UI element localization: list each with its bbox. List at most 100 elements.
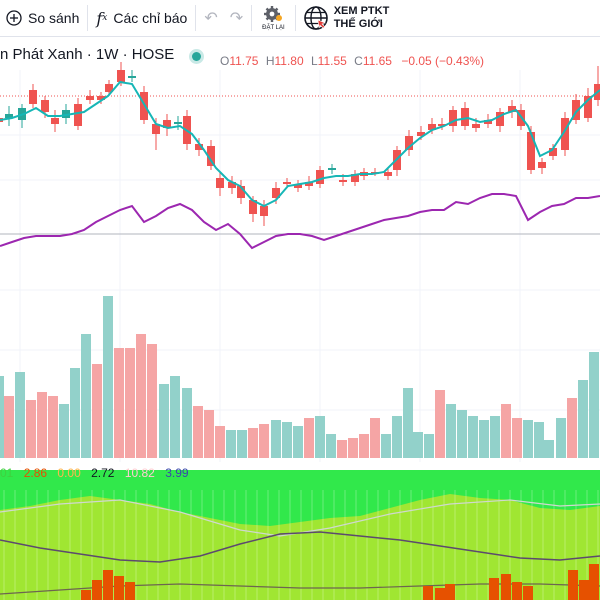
volume-bar	[15, 372, 25, 458]
candle-body	[228, 182, 236, 188]
indicator-pane	[0, 470, 600, 600]
candle-body	[405, 136, 413, 150]
volume-bar	[215, 426, 225, 458]
undo-button[interactable]: ↶	[198, 0, 223, 36]
indicator-histogram-bar	[81, 590, 91, 600]
candle-body	[237, 186, 245, 198]
redo-icon: ↷	[229, 10, 244, 27]
volume-bar	[193, 406, 203, 458]
toolbar-divider	[195, 5, 197, 31]
indicator-histogram-bar	[489, 578, 499, 600]
volume-bar	[381, 434, 391, 458]
volume-bar	[248, 428, 258, 458]
indicator-histogram-bar	[501, 574, 511, 600]
undo-icon: ↶	[204, 10, 218, 27]
candle-body	[117, 70, 125, 82]
candle-body	[207, 146, 215, 166]
volume-bar	[70, 368, 80, 458]
volume-bar	[403, 388, 413, 458]
candle-body	[461, 108, 469, 126]
indicator-histogram-bar	[92, 580, 102, 600]
toolbar-divider	[294, 5, 296, 31]
candle-body	[496, 112, 504, 126]
volume-bar	[48, 396, 58, 458]
volume-bar	[435, 390, 445, 458]
volume-bar	[392, 416, 402, 458]
volume-bar	[114, 348, 124, 458]
candle-body	[527, 132, 535, 170]
candle-body	[5, 114, 13, 118]
volume-bar	[337, 440, 347, 458]
volume-bar	[446, 404, 456, 458]
symbol-legend: n Phát Xanh · 1W · HOSE O11.75 H11.80 L1…	[0, 46, 485, 68]
volume-bar	[304, 418, 314, 458]
candle-body	[561, 118, 569, 150]
indicators-label: Các chỉ báo	[113, 10, 188, 26]
candle-body	[283, 182, 291, 184]
market-status-dot[interactable]	[192, 52, 201, 61]
indicator-main-line	[0, 531, 600, 563]
volume-bar	[534, 422, 544, 458]
candle-body	[216, 178, 224, 188]
volume-bar	[567, 398, 577, 458]
compare-label: So sánh	[28, 10, 80, 26]
volume-bar	[326, 434, 336, 458]
candle-body	[152, 124, 160, 134]
volume-bar	[501, 404, 511, 458]
world-ta-line1: XEM PTKT	[333, 5, 390, 17]
world-ta-line2: THẾ GIỚI	[333, 18, 383, 30]
volume-bar	[457, 410, 467, 458]
volume-bar	[81, 334, 91, 458]
indicator-value: 2.72	[91, 466, 115, 480]
volume-bar	[271, 420, 281, 458]
volume-bar	[315, 416, 325, 458]
volume-bar	[0, 376, 4, 458]
price-chart[interactable]	[0, 36, 600, 600]
volume-bar	[413, 432, 423, 458]
change-value: −0.05 (−0.43%)	[401, 54, 485, 68]
candle-body	[316, 170, 324, 184]
indicator-histogram-bar	[125, 582, 135, 600]
gear-reset-icon	[263, 5, 283, 26]
volume-bar	[159, 384, 169, 458]
candle-body	[272, 188, 280, 198]
volume-bar	[282, 422, 292, 458]
indicator-histogram-bar	[103, 570, 113, 600]
candle-body	[351, 174, 359, 182]
candle-body	[384, 172, 392, 176]
compare-button[interactable]: So sánh	[0, 0, 85, 36]
volume-bar	[589, 352, 599, 458]
candle-body	[86, 96, 94, 100]
world-ta-button[interactable]: XEM PTKT THẾ GIỚI	[298, 0, 396, 36]
indicator-histogram-bar	[579, 580, 589, 600]
indicator-histogram-bar	[589, 564, 599, 600]
indicator-histogram-bar	[445, 584, 455, 600]
volume-bar	[512, 418, 522, 458]
volume-bar	[490, 416, 500, 458]
moving-average-line	[0, 80, 600, 208]
symbol-name: n Phát Xanh	[0, 46, 83, 63]
indicator-value: 3.99	[165, 466, 189, 480]
ohlc-values: O11.75 H11.80 L11.55 C11.65 −0.05 (−0.43…	[220, 54, 485, 68]
indicator-histogram-bar	[114, 576, 124, 600]
candle-body	[41, 100, 49, 112]
volume-bar	[578, 380, 588, 458]
indicator-histogram-bar	[568, 570, 578, 600]
reset-button[interactable]: ĐẶT LẠI	[254, 0, 293, 36]
redo-button[interactable]: ↷	[224, 0, 249, 36]
symbol-interval: 1W	[95, 46, 119, 63]
candlesticks	[0, 62, 600, 226]
candle-body	[74, 104, 82, 126]
indicator-value: 10.82	[124, 466, 155, 480]
volume-bar	[479, 420, 489, 458]
volume-bar	[359, 434, 369, 458]
candle-body	[549, 148, 557, 156]
candle-body	[195, 144, 203, 150]
low-value: 11.55	[317, 54, 347, 68]
open-value: 11.75	[229, 54, 259, 68]
high-value: 11.80	[274, 54, 304, 68]
candle-body	[51, 118, 59, 124]
candle-body	[472, 124, 480, 128]
